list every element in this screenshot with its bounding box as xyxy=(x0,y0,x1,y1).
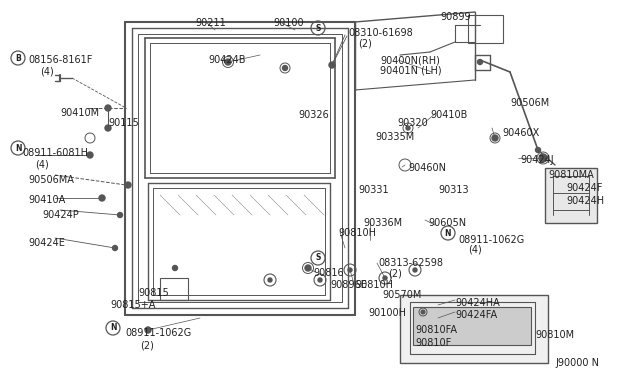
Text: 90605N: 90605N xyxy=(428,218,466,228)
Text: 90400N(RH): 90400N(RH) xyxy=(380,55,440,65)
Circle shape xyxy=(383,276,387,280)
Text: 08911-1062G: 08911-1062G xyxy=(458,235,524,245)
Circle shape xyxy=(536,148,541,153)
Circle shape xyxy=(99,195,105,201)
Text: 90424J: 90424J xyxy=(520,155,554,165)
Text: (4): (4) xyxy=(468,245,482,255)
Circle shape xyxy=(105,125,111,131)
Text: N: N xyxy=(445,228,451,237)
Text: (2): (2) xyxy=(358,38,372,48)
Bar xyxy=(400,295,548,363)
Text: 90336M: 90336M xyxy=(363,218,402,228)
Text: 90424E: 90424E xyxy=(28,238,65,248)
Text: 90424P: 90424P xyxy=(42,210,79,220)
Circle shape xyxy=(329,62,335,68)
Text: 90335M: 90335M xyxy=(375,132,414,142)
Text: 08313-62598: 08313-62598 xyxy=(378,258,443,268)
Text: 90410B: 90410B xyxy=(430,110,467,120)
Text: 90100: 90100 xyxy=(273,18,303,28)
Text: 90424F: 90424F xyxy=(566,183,602,193)
Circle shape xyxy=(145,327,151,333)
Text: 90810M: 90810M xyxy=(535,330,574,340)
Text: 08156-8161F: 08156-8161F xyxy=(28,55,92,65)
Circle shape xyxy=(348,268,352,272)
Text: 90410A: 90410A xyxy=(28,195,65,205)
Text: (4): (4) xyxy=(40,66,54,76)
Circle shape xyxy=(282,65,287,71)
Circle shape xyxy=(268,278,272,282)
Text: 90115: 90115 xyxy=(108,118,139,128)
Text: 90506M: 90506M xyxy=(510,98,549,108)
Text: 90815+A: 90815+A xyxy=(110,300,156,310)
Text: S: S xyxy=(316,23,321,32)
Text: 90211: 90211 xyxy=(195,18,226,28)
Bar xyxy=(468,15,503,43)
Text: (2): (2) xyxy=(140,340,154,350)
Text: 90424H: 90424H xyxy=(566,196,604,206)
Text: 90899: 90899 xyxy=(440,12,470,22)
Text: 90810F: 90810F xyxy=(415,338,451,348)
Circle shape xyxy=(105,105,111,111)
Text: 90896E: 90896E xyxy=(330,280,367,290)
Text: 08911-6081H: 08911-6081H xyxy=(22,148,88,158)
Text: (2): (2) xyxy=(388,268,402,278)
Circle shape xyxy=(406,126,410,130)
Circle shape xyxy=(305,265,311,271)
Text: N: N xyxy=(109,324,116,333)
Text: 90100H: 90100H xyxy=(368,308,406,318)
Text: 90810MA: 90810MA xyxy=(548,170,594,180)
Circle shape xyxy=(225,59,231,65)
Text: 90810FA: 90810FA xyxy=(415,325,457,335)
Text: 90424FA: 90424FA xyxy=(455,310,497,320)
Text: 90401N (LH): 90401N (LH) xyxy=(380,65,442,75)
Text: N: N xyxy=(15,144,21,153)
Circle shape xyxy=(118,212,122,218)
Text: 90816: 90816 xyxy=(313,268,344,278)
Text: J90000 N: J90000 N xyxy=(555,358,599,368)
Text: 90460N: 90460N xyxy=(408,163,446,173)
Text: S: S xyxy=(316,253,321,263)
Circle shape xyxy=(539,154,547,162)
Circle shape xyxy=(87,152,93,158)
Circle shape xyxy=(113,246,118,250)
Text: 90815: 90815 xyxy=(138,288,169,298)
Text: 90810H: 90810H xyxy=(355,280,393,290)
Text: 90424B: 90424B xyxy=(208,55,246,65)
Text: 90331: 90331 xyxy=(358,185,388,195)
Text: (4): (4) xyxy=(35,159,49,169)
Text: 90326: 90326 xyxy=(298,110,329,120)
Text: 90506MA: 90506MA xyxy=(28,175,74,185)
Circle shape xyxy=(421,310,425,314)
Text: 08911-1062G: 08911-1062G xyxy=(125,328,191,338)
Bar xyxy=(545,168,597,223)
Circle shape xyxy=(173,266,177,270)
Bar xyxy=(413,307,531,345)
Circle shape xyxy=(125,182,131,188)
Circle shape xyxy=(492,135,498,141)
Text: 90410M: 90410M xyxy=(60,108,99,118)
Text: 08310-61698: 08310-61698 xyxy=(348,28,413,38)
Text: 90570M: 90570M xyxy=(382,290,421,300)
Bar xyxy=(160,278,188,300)
Text: 90810H: 90810H xyxy=(338,228,376,238)
Text: B: B xyxy=(15,54,21,62)
Circle shape xyxy=(413,268,417,272)
Text: 90460X: 90460X xyxy=(502,128,540,138)
Circle shape xyxy=(477,60,483,64)
Circle shape xyxy=(318,278,322,282)
Text: 90320: 90320 xyxy=(397,118,428,128)
Text: 90424HA: 90424HA xyxy=(455,298,500,308)
Text: 90313: 90313 xyxy=(438,185,468,195)
